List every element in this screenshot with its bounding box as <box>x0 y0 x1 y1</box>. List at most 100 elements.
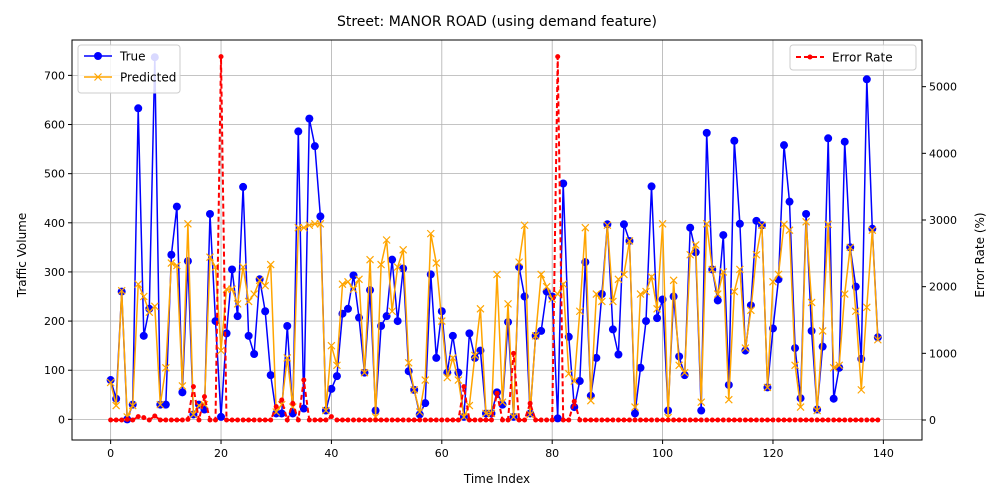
true-point <box>741 346 750 355</box>
true-point <box>167 250 176 259</box>
true-point <box>222 329 231 338</box>
true-point <box>697 406 706 415</box>
error-rate-point <box>632 417 638 423</box>
predicted-point <box>493 270 501 279</box>
true-point <box>299 404 308 413</box>
error-rate-point <box>582 417 588 423</box>
error-rate-point <box>604 417 610 423</box>
true-point <box>244 331 253 340</box>
series-predicted <box>106 217 882 422</box>
true-point <box>239 182 248 191</box>
predicted-point <box>818 326 827 335</box>
error-rate-point <box>312 417 318 423</box>
true-point <box>840 137 849 146</box>
true-point <box>730 136 739 145</box>
predicted-point <box>437 317 446 326</box>
true-point <box>139 331 148 340</box>
x-axis-label: Time Index <box>463 472 530 486</box>
error-rate-point <box>411 417 417 423</box>
predicted-point <box>829 363 838 372</box>
error-rate-point <box>168 417 174 423</box>
error-rate-point <box>709 417 715 423</box>
error-rate-point <box>731 417 737 423</box>
error-rate-point <box>444 417 450 423</box>
predicted-point <box>835 361 844 370</box>
predicted-point <box>570 377 579 385</box>
predicted-point <box>432 259 441 268</box>
error-rate-point <box>787 417 793 423</box>
predicted-point <box>796 403 805 412</box>
true-point <box>261 307 270 316</box>
legend-label: True <box>119 50 146 64</box>
predicted-point <box>476 304 485 313</box>
error-rate-point <box>638 417 644 423</box>
error-rate-point <box>190 384 196 390</box>
error-rate-point <box>798 417 804 423</box>
predicted-point <box>388 307 397 316</box>
predicted-point <box>708 265 717 274</box>
error-rate-point <box>317 417 323 423</box>
error-rate-point <box>814 417 820 423</box>
error-rate-point <box>146 417 152 423</box>
error-rate-point <box>417 417 423 423</box>
predicted-point <box>653 304 661 313</box>
predicted-point <box>355 275 363 284</box>
true-point <box>647 182 656 191</box>
y-tick-label: 600 <box>44 119 65 132</box>
predicted-point <box>537 270 546 279</box>
true-point <box>349 271 358 280</box>
true-point <box>366 286 375 295</box>
error-rate-point <box>240 417 246 423</box>
predicted-point <box>631 403 639 412</box>
true-point <box>233 312 242 321</box>
predicted-point <box>851 307 860 316</box>
error-rate-point <box>803 417 809 423</box>
true-point <box>228 265 237 274</box>
true-point <box>829 394 838 403</box>
error-rate-point <box>566 417 572 423</box>
error-rate-point <box>494 390 500 396</box>
error-rate-point <box>185 416 191 422</box>
predicted-point <box>746 306 755 315</box>
error-rate-point <box>665 417 671 423</box>
predicted-point <box>487 409 496 418</box>
error-rate-point <box>809 417 815 423</box>
true-point <box>559 179 568 188</box>
error-rate-point <box>825 417 831 423</box>
series-error-rate <box>108 54 881 424</box>
true-point <box>332 372 341 381</box>
error-rate-point <box>119 417 125 423</box>
predicted-point <box>669 276 678 285</box>
true-point <box>653 314 662 323</box>
predicted-point <box>377 260 386 269</box>
error-rate-point <box>384 417 390 423</box>
error-rate-point <box>549 417 555 423</box>
predicted-point <box>719 268 728 276</box>
error-rate-point <box>461 384 467 390</box>
predicted-point <box>261 281 270 290</box>
true-point <box>283 321 292 330</box>
predicted-point <box>592 290 601 298</box>
predicted-point <box>730 287 739 296</box>
predicted-point <box>333 361 341 370</box>
predicted-point <box>321 406 330 415</box>
error-rate-point <box>864 417 870 423</box>
error-rate-point <box>130 417 136 423</box>
predicted-point <box>344 277 352 286</box>
predicted-point <box>150 302 159 311</box>
error-rate-point <box>174 417 180 423</box>
true-point <box>294 127 303 136</box>
error-rate-point <box>306 417 312 423</box>
error-rate-point <box>770 417 776 423</box>
y-tick-label: 400 <box>44 217 65 230</box>
predicted-point <box>741 344 750 353</box>
predicted-point <box>117 286 126 295</box>
error-rate-point <box>428 417 434 423</box>
error-rate-point <box>279 397 285 403</box>
true-point <box>305 114 314 123</box>
predicted-point <box>608 297 617 306</box>
predicted-point <box>294 223 303 232</box>
error-rate-point <box>516 417 522 423</box>
error-rate-point <box>676 417 682 423</box>
predicted-point <box>603 221 612 230</box>
